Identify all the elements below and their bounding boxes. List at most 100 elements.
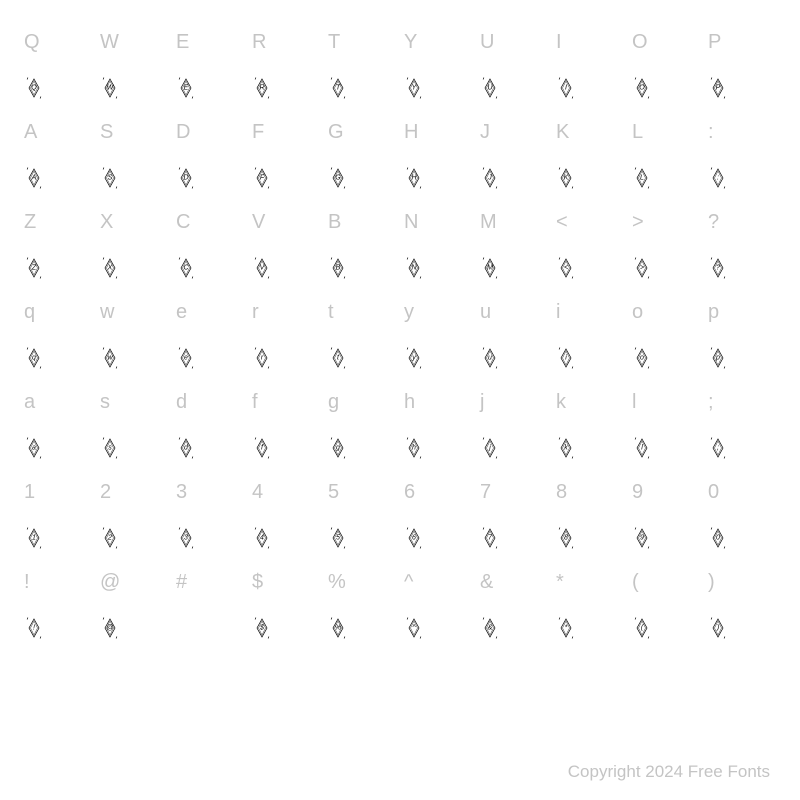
label-cell: L bbox=[628, 110, 704, 155]
diamond-glyph-icon: ; bbox=[708, 436, 728, 460]
label-char: N bbox=[404, 211, 418, 234]
glyph-cell: : bbox=[704, 155, 780, 200]
diamond-glyph-icon: e bbox=[176, 346, 196, 370]
label-cell: Z bbox=[20, 200, 96, 245]
glyph-inner-char: g bbox=[336, 444, 340, 451]
diamond-glyph-icon: E bbox=[176, 76, 196, 100]
label-char: g bbox=[328, 391, 339, 414]
glyph-cell: 4 bbox=[248, 515, 324, 560]
glyph-cell: 3 bbox=[172, 515, 248, 560]
label-cell: ( bbox=[628, 560, 704, 605]
glyph-inner-char: a bbox=[32, 444, 36, 451]
glyph-cell: l bbox=[628, 425, 704, 470]
glyph-cell: Y bbox=[400, 65, 476, 110]
diamond-glyph-icon: 8 bbox=[556, 526, 576, 550]
glyph-inner-char: < bbox=[564, 264, 568, 271]
glyph-inner-char: W bbox=[107, 84, 114, 91]
label-char: e bbox=[176, 301, 187, 324]
diamond-glyph-icon: X bbox=[100, 256, 120, 280]
label-cell: h bbox=[400, 380, 476, 425]
diamond-glyph-icon: s bbox=[100, 436, 120, 460]
glyph-cell: E bbox=[172, 65, 248, 110]
glyph-inner-char: o bbox=[640, 354, 644, 361]
glyph-cell: X bbox=[96, 245, 172, 290]
label-char: F bbox=[252, 121, 264, 144]
glyph-cell: q bbox=[20, 335, 96, 380]
diamond-glyph-icon: o bbox=[632, 346, 652, 370]
glyph-inner-char: S bbox=[108, 174, 113, 181]
glyph-inner-char: G bbox=[335, 174, 340, 181]
label-cell: s bbox=[96, 380, 172, 425]
diamond-glyph-icon: T bbox=[328, 76, 348, 100]
glyph-inner-char: 7 bbox=[488, 534, 492, 541]
label-char: B bbox=[328, 211, 341, 234]
glyph-cell: ) bbox=[704, 605, 780, 650]
label-char: 6 bbox=[404, 481, 415, 504]
glyph-inner-char: t bbox=[337, 354, 339, 361]
glyph-cell: & bbox=[476, 605, 552, 650]
label-char: q bbox=[24, 301, 35, 324]
label-char: 8 bbox=[556, 481, 567, 504]
diamond-glyph-icon: @ bbox=[100, 616, 120, 640]
glyph-cell: w bbox=[96, 335, 172, 380]
diamond-glyph-icon: 3 bbox=[176, 526, 196, 550]
label-cell: $ bbox=[248, 560, 324, 605]
glyph-inner-char: M bbox=[487, 264, 493, 271]
label-char: K bbox=[556, 121, 569, 144]
label-char: G bbox=[328, 121, 344, 144]
label-cell: j bbox=[476, 380, 552, 425]
label-char: P bbox=[708, 31, 721, 54]
label-char: ; bbox=[708, 391, 714, 414]
label-char: d bbox=[176, 391, 187, 414]
label-cell: l bbox=[628, 380, 704, 425]
label-char: ( bbox=[632, 571, 639, 594]
diamond-glyph-icon: V bbox=[252, 256, 272, 280]
diamond-glyph-icon: F bbox=[252, 166, 272, 190]
glyph-inner-char: 4 bbox=[260, 534, 264, 541]
glyph-cell: * bbox=[552, 605, 628, 650]
label-cell: 8 bbox=[552, 470, 628, 515]
label-cell: 9 bbox=[628, 470, 704, 515]
label-char: 5 bbox=[328, 481, 339, 504]
diamond-glyph-icon: i bbox=[556, 346, 576, 370]
glyph-inner-char: > bbox=[640, 264, 644, 271]
glyph-cell: 7 bbox=[476, 515, 552, 560]
glyph-inner-char: Z bbox=[32, 264, 36, 271]
glyph-inner-char: ! bbox=[33, 624, 35, 631]
label-cell: I bbox=[552, 20, 628, 65]
label-cell: t bbox=[324, 290, 400, 335]
label-char: 3 bbox=[176, 481, 187, 504]
label-cell: * bbox=[552, 560, 628, 605]
diamond-glyph-icon: r bbox=[252, 346, 272, 370]
label-char: T bbox=[328, 31, 340, 54]
glyph-inner-char: T bbox=[336, 84, 340, 91]
diamond-glyph-icon: 7 bbox=[480, 526, 500, 550]
glyph-inner-char: L bbox=[640, 174, 644, 181]
glyph-inner-char: % bbox=[335, 624, 341, 631]
diamond-glyph-icon: j bbox=[480, 436, 500, 460]
glyph-inner-char: y bbox=[412, 354, 416, 361]
glyph-inner-char: 1 bbox=[32, 534, 36, 541]
diamond-glyph-icon: Q bbox=[24, 76, 44, 100]
diamond-glyph-icon: G bbox=[328, 166, 348, 190]
diamond-glyph-icon: 5 bbox=[328, 526, 348, 550]
glyph-inner-char: 2 bbox=[108, 534, 112, 541]
glyph-inner-char: e bbox=[184, 354, 188, 361]
label-char: a bbox=[24, 391, 35, 414]
glyph-inner-char: 5 bbox=[336, 534, 340, 541]
glyph-cell: t bbox=[324, 335, 400, 380]
diamond-glyph-icon: D bbox=[176, 166, 196, 190]
label-char: > bbox=[632, 211, 644, 234]
diamond-glyph-icon: ) bbox=[708, 616, 728, 640]
label-cell: k bbox=[552, 380, 628, 425]
glyph-cell: h bbox=[400, 425, 476, 470]
label-cell: 5 bbox=[324, 470, 400, 515]
glyph-inner-char: * bbox=[565, 624, 568, 631]
glyph-inner-char: ? bbox=[716, 264, 720, 271]
label-char: M bbox=[480, 211, 497, 234]
glyph-inner-char: d bbox=[184, 444, 188, 451]
label-char: o bbox=[632, 301, 643, 324]
glyph-cell: A bbox=[20, 155, 96, 200]
glyph-inner-char: V bbox=[260, 264, 265, 271]
label-cell: U bbox=[476, 20, 552, 65]
